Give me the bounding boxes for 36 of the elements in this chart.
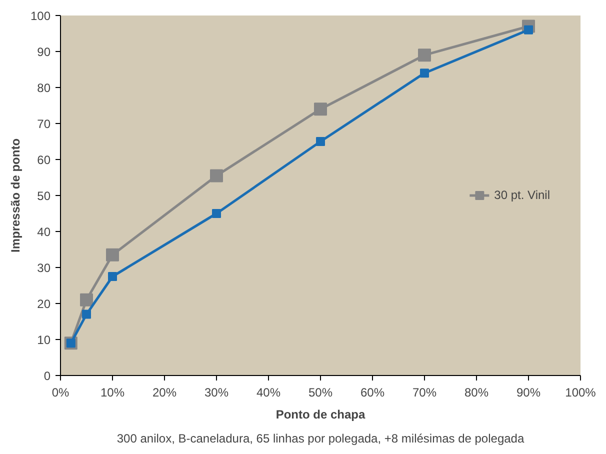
y-tick-label: 30 <box>37 261 51 275</box>
point <box>210 169 223 182</box>
x-tick-label: 30% <box>204 386 229 400</box>
x-tick-label: 60% <box>360 386 385 400</box>
x-tick-label: 70% <box>412 386 437 400</box>
point <box>108 272 117 281</box>
y-tick-label: 40 <box>37 225 51 239</box>
x-tick-label: 20% <box>152 386 177 400</box>
y-tick-label: 60 <box>37 153 51 167</box>
point <box>212 209 221 218</box>
point <box>80 293 93 306</box>
x-tick-label: 0% <box>52 386 70 400</box>
y-tick-label: 50 <box>37 189 51 203</box>
y-axis-title: Impressão de ponto <box>8 138 22 253</box>
point <box>316 137 325 146</box>
x-tick-label: 10% <box>100 386 125 400</box>
x-tick-label: 100% <box>565 386 596 400</box>
y-tick-label: 80 <box>37 81 51 95</box>
y-tick-label: 10 <box>37 333 51 347</box>
x-axis-title: Ponto de chapa <box>276 408 366 422</box>
x-tick-label: 40% <box>256 386 281 400</box>
x-tick-label: 50% <box>308 386 333 400</box>
point <box>314 102 327 116</box>
y-tick-label: 70 <box>37 117 51 131</box>
point <box>82 310 91 319</box>
y-tick-label: 100 <box>30 9 51 23</box>
x-tick-label: 90% <box>516 386 541 400</box>
point <box>106 248 119 262</box>
x-tick-label: 80% <box>464 386 489 400</box>
text: 300 anilox, B-caneladura, 65 linhas por polegada, +8 milésimas de polegada <box>116 432 524 446</box>
y-tick-label: 90 <box>37 45 51 59</box>
y-tick-label: 20 <box>37 297 51 311</box>
point <box>418 48 431 62</box>
point <box>420 68 429 78</box>
legend-label: 30 pt. Vinil <box>494 188 550 202</box>
y-tick-label: 0 <box>44 369 51 383</box>
